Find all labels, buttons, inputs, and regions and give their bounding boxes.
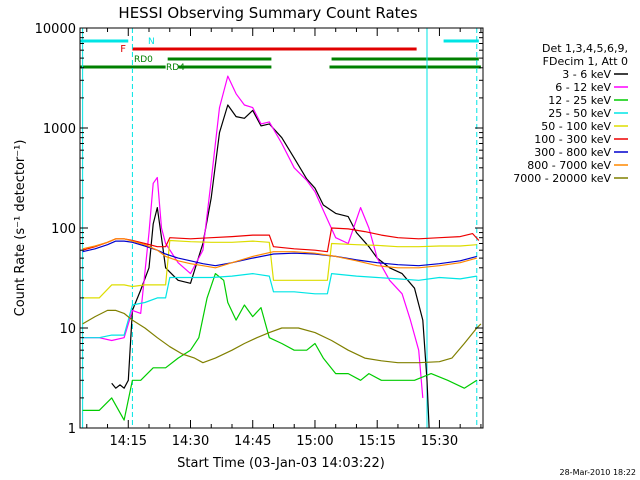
x-tick-label: 14:45	[234, 434, 271, 449]
x-tick-label: 14:15	[110, 434, 147, 449]
legend-label: 50 - 100 keV	[541, 120, 611, 133]
legend: Det 1,3,4,5,6,9,FDecim 1, Att 03 - 6 keV…	[513, 42, 628, 185]
flag-label-n: N	[148, 37, 155, 47]
chart-title: HESSI Observing Summary Count Rates	[118, 4, 417, 22]
x-tick-label: 14:30	[172, 434, 209, 449]
y-axis: 1 10 100 1000 10000	[35, 22, 483, 437]
y-tick-label: 10000	[35, 22, 76, 37]
series-line-50-100-kev	[82, 239, 477, 299]
legend-label: 100 - 300 keV	[534, 133, 611, 146]
legend-label: 7000 - 20000 keV	[513, 172, 611, 185]
x-tick-label: 15:15	[358, 434, 395, 449]
plot-frame	[79, 27, 484, 429]
series-line-12-25-kev	[82, 273, 478, 421]
legend-header: Det 1,3,4,5,6,9,	[542, 42, 628, 55]
x-axis-label: Start Time (03-Jan-03 14:03:22)	[177, 456, 385, 471]
legend-label: 6 - 12 keV	[555, 81, 611, 94]
legend-label: 800 - 7000 keV	[527, 159, 611, 172]
series-line-300-800-kev	[82, 240, 477, 267]
y-tick-label: 1000	[43, 122, 76, 137]
flag-bars: N F RD0 RD4	[80, 37, 481, 73]
footer-date: 28-Mar-2010 18:22	[560, 468, 637, 477]
flag-label-rd4: RD4	[166, 63, 185, 73]
legend-label: 3 - 6 keV	[562, 68, 611, 81]
series-line-100-300-kev	[82, 227, 480, 253]
legend-label: 300 - 800 keV	[534, 146, 611, 159]
x-axis: 14:15 14:30 14:45 15:00 15:15 15:30	[86, 28, 482, 449]
legend-header: FDecim 1, Att 0	[543, 55, 628, 68]
series-line-6-12-kev	[82, 75, 424, 398]
y-tick-label: 10	[59, 322, 76, 337]
x-tick-label: 15:00	[296, 434, 333, 449]
series-line-800-7000-kev	[82, 238, 477, 269]
flag-label-f: F	[120, 44, 126, 55]
series-line-7000-20000-kev	[82, 309, 482, 364]
legend-label: 25 - 50 keV	[548, 107, 611, 120]
marker-lines	[82, 28, 478, 428]
series-layer	[82, 75, 482, 429]
y-tick-label: 1	[68, 422, 76, 437]
y-axis-label: Count Rate (s⁻¹ detector⁻¹)	[13, 140, 28, 317]
flag-label-rd0: RD0	[134, 55, 153, 65]
legend-label: 12 - 25 keV	[548, 94, 611, 107]
series-line-25-50-kev	[82, 273, 477, 339]
y-tick-label: 100	[51, 222, 76, 237]
x-tick-label: 15:30	[421, 434, 458, 449]
